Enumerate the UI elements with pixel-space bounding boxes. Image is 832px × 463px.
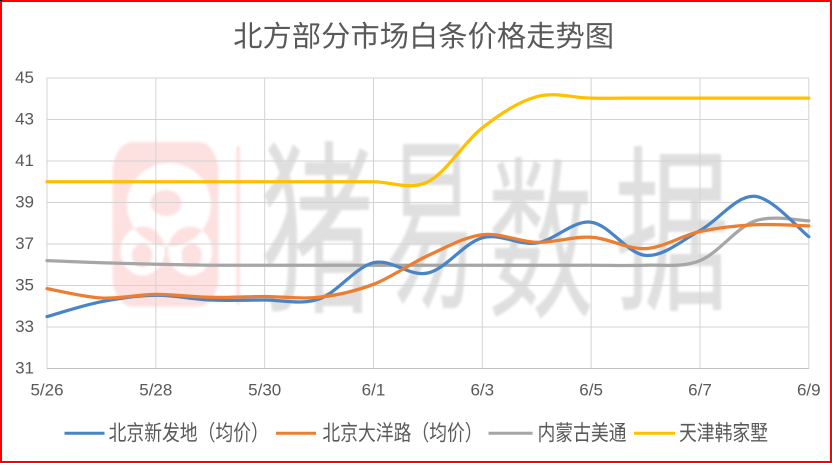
svg-text:5/30: 5/30 <box>248 381 281 400</box>
svg-text:5/26: 5/26 <box>30 381 63 400</box>
svg-text:35: 35 <box>15 276 34 295</box>
svg-text:45: 45 <box>15 68 34 87</box>
svg-text:6/3: 6/3 <box>470 381 494 400</box>
svg-text:5/28: 5/28 <box>139 381 172 400</box>
svg-text:37: 37 <box>15 234 34 253</box>
svg-text:31: 31 <box>15 359 34 378</box>
svg-text:41: 41 <box>15 151 34 170</box>
svg-text:39: 39 <box>15 193 34 212</box>
svg-text:6/1: 6/1 <box>362 381 386 400</box>
svg-text:6/5: 6/5 <box>579 381 603 400</box>
svg-text:43: 43 <box>15 110 34 129</box>
svg-text:6/7: 6/7 <box>688 381 712 400</box>
svg-text:33: 33 <box>15 317 34 336</box>
svg-text:6/9: 6/9 <box>797 381 821 400</box>
